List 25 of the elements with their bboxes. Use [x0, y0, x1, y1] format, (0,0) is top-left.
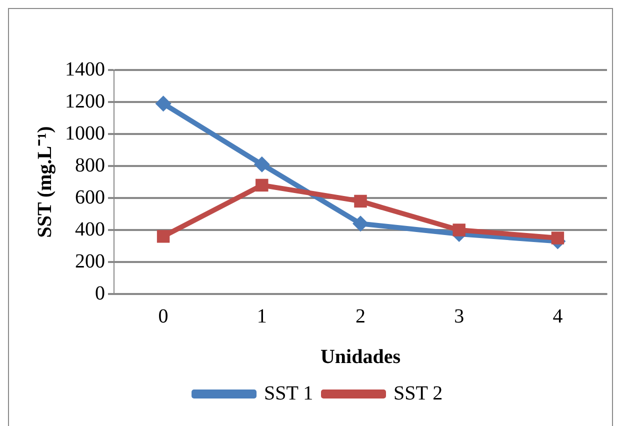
x-tick-label: 0 [158, 305, 168, 328]
x-tick-label: 4 [552, 305, 563, 328]
y-tick-label: 200 [75, 250, 105, 272]
point [452, 224, 466, 236]
y-axis-title: SST (mg.L⁻¹) [34, 126, 56, 238]
point [256, 178, 268, 192]
y-tick-label: 600 [75, 186, 105, 208]
x-tick-label: 2 [356, 305, 366, 328]
point [354, 194, 367, 208]
x-tick-label: 1 [256, 305, 267, 328]
y-tick-label: 1000 [65, 122, 105, 144]
legend-label: SST 2 [394, 382, 443, 404]
point [254, 156, 270, 172]
y-tick-label: 800 [75, 154, 105, 176]
x-tick-label: 3 [454, 305, 464, 328]
point [352, 216, 368, 232]
y-tick-label: 1400 [65, 58, 105, 80]
point [551, 232, 564, 244]
point [156, 230, 170, 243]
legend-label: SST 1 [264, 382, 314, 404]
y-tick-label: 1200 [65, 90, 105, 112]
y-tick-label: 400 [75, 218, 105, 240]
x-axis-title: Unidades [320, 346, 401, 368]
point [155, 96, 172, 112]
y-tick-label: 0 [95, 282, 105, 304]
